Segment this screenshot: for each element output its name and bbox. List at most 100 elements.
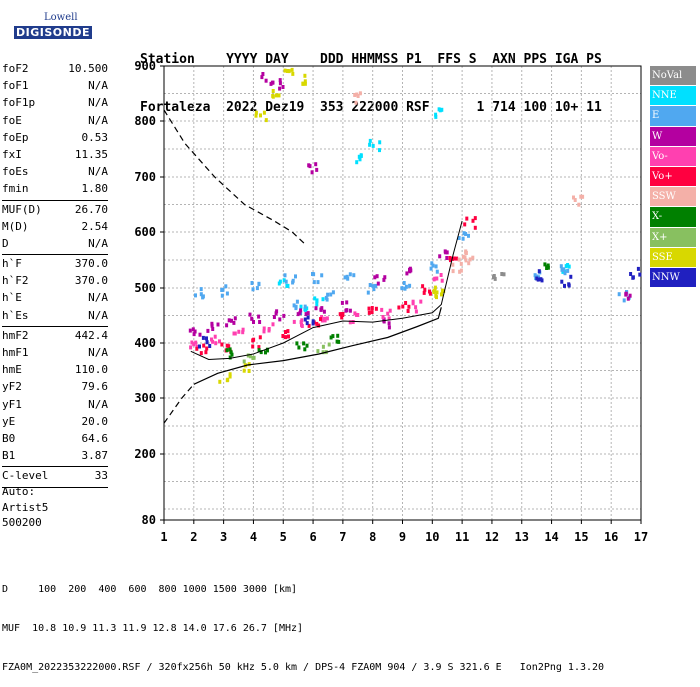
param-row: h`E N/A — [2, 289, 108, 306]
legend-item-x-: X+ — [650, 227, 696, 247]
echo-point-w — [340, 300, 344, 305]
echo-point-vo- — [439, 273, 443, 277]
echo-point-e — [461, 236, 465, 241]
echo-point-nne — [358, 157, 362, 162]
echo-point-e — [366, 290, 370, 295]
echo-point-x- — [225, 348, 229, 353]
echo-point-ssw — [581, 194, 585, 199]
echo-point-x- — [336, 333, 340, 338]
echo-point-e — [220, 293, 224, 298]
param-name: h`Es — [2, 308, 29, 322]
echo-point-ssw — [451, 262, 455, 267]
echo-point-sse — [432, 289, 436, 294]
echo-point-x- — [242, 359, 246, 364]
echo-point-vo- — [397, 305, 401, 310]
echo-point-e — [622, 298, 626, 303]
x-tick-label: 12 — [485, 530, 499, 544]
param-separator — [2, 325, 108, 327]
echo-point-w — [443, 249, 447, 254]
echo-point-sse — [242, 368, 246, 373]
echo-point-e — [199, 287, 203, 292]
param-row: B0 64.6 — [2, 430, 108, 447]
echo-point-vo- — [473, 216, 477, 221]
legend-item-w: W — [650, 126, 696, 146]
header-labels-row: Station YYYY DAY DDD HHMMSS P1 FFS S AXN… — [140, 52, 602, 67]
echo-point-vo- — [267, 328, 271, 333]
echo-point-x- — [543, 262, 547, 267]
echo-point-e — [464, 232, 468, 236]
echo-point-vo- — [351, 320, 355, 324]
param-name: B0 — [2, 431, 16, 445]
echo-point-sse — [228, 374, 232, 379]
echo-point-ssw — [457, 257, 461, 262]
echo-point-w — [375, 274, 379, 279]
echo-point-w — [306, 311, 310, 316]
y-tick-label: 500 — [134, 281, 156, 295]
echo-point-nnw — [567, 282, 571, 287]
param-row: D N/A — [2, 235, 108, 252]
param-row: hmF1 N/A — [2, 344, 108, 361]
echo-point-vo- — [388, 308, 392, 313]
echo-point-w — [314, 162, 318, 167]
echo-point-vo- — [419, 299, 423, 304]
param-name: D — [2, 236, 9, 250]
param-value: 10.500 — [68, 62, 108, 75]
param-row: C-level 33 — [2, 467, 108, 484]
echo-point-vo- — [465, 216, 469, 221]
x-tick-label: 1 — [160, 530, 167, 544]
echo-point-nne — [315, 298, 319, 303]
echo-point-nne — [368, 138, 372, 143]
param-row: fxI 11.35 — [2, 146, 108, 163]
echo-point-w — [308, 164, 312, 169]
echo-point-ssw — [468, 257, 472, 262]
echo-point-e — [295, 299, 299, 304]
echo-point-ssw — [458, 269, 462, 274]
echo-point-e — [374, 283, 378, 288]
echo-point-x- — [305, 343, 309, 348]
echo-point-nne — [567, 264, 571, 269]
echo-point-vo- — [192, 342, 196, 347]
echo-point-e — [429, 266, 433, 271]
echo-point-w — [382, 319, 386, 324]
echo-point-ssw — [573, 198, 577, 202]
echo-point-nnw — [536, 277, 540, 282]
echo-point-nne — [277, 281, 281, 286]
auto-version: 500200 — [2, 516, 42, 529]
echo-point-w — [191, 327, 195, 332]
y-tick-label: 80 — [142, 513, 156, 527]
echo-point-ssw — [354, 100, 358, 105]
echo-point-w — [248, 312, 252, 317]
echo-point-nne — [313, 296, 317, 301]
echo-point-e — [617, 292, 621, 297]
echo-point-w — [315, 167, 319, 172]
x-tick-label: 9 — [399, 530, 406, 544]
echo-point-x- — [229, 350, 233, 355]
echo-point-x- — [246, 353, 250, 358]
param-value: N/A — [88, 308, 108, 322]
echo-point-nnw — [205, 336, 208, 341]
echo-point-w — [624, 292, 628, 297]
echo-point-w — [314, 306, 318, 311]
echo-point-sse — [301, 81, 305, 86]
param-value: 33 — [94, 469, 108, 483]
param-row: hmF2 442.4 — [2, 327, 108, 344]
echo-point-w — [299, 308, 303, 313]
param-value: 2.54 — [81, 219, 109, 233]
echo-point-w — [257, 314, 261, 319]
echo-point-vo- — [338, 312, 342, 317]
echo-point-vo- — [300, 322, 303, 327]
echo-point-nne — [438, 108, 442, 113]
station-header: Station YYYY DAY DDD HHMMSS P1 FFS S AXN… — [140, 20, 602, 132]
param-value: 442.4 — [74, 328, 108, 342]
param-value: 64.6 — [81, 431, 109, 445]
x-tick-label: 2 — [190, 530, 197, 544]
echo-point-vo- — [367, 310, 371, 315]
profile-curve-dashed-upper — [163, 109, 305, 244]
echo-point-vo- — [432, 277, 436, 282]
ionogram-plot: 1 2 3 4 5 6 7 8 9 10 11 12 13 14 15 16 17802003004005006… — [134, 59, 648, 544]
echo-point-e — [403, 286, 407, 291]
bottom-info: D 100 200 400 600 800 1000 1500 3000 [km… — [2, 557, 604, 687]
echo-point-e — [199, 292, 203, 297]
digisonde-logo: Lowell DIGISONDE — [4, 10, 94, 40]
echo-point-e — [329, 292, 333, 297]
